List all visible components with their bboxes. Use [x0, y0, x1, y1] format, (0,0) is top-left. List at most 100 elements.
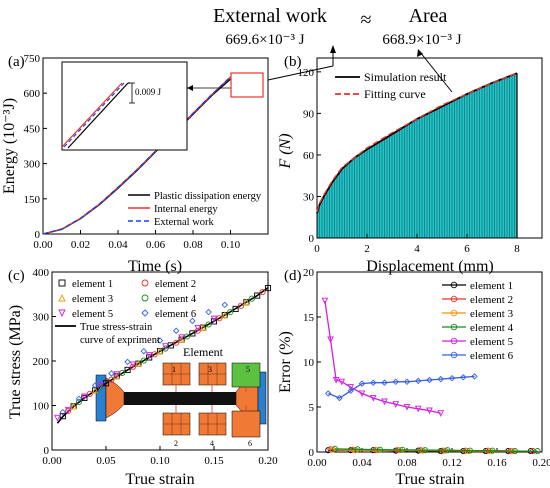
x-tick-label: 0.08 [397, 457, 417, 469]
legend-marker [141, 294, 149, 302]
legend-label: element 5 [470, 336, 514, 348]
data-point [189, 317, 196, 325]
element-grid-lines [163, 363, 226, 435]
legend-label: Plastic dissipation energy [154, 191, 262, 202]
data-point [162, 343, 169, 350]
panel-a-zoom-box [230, 72, 264, 98]
element-inset: Element 1 3 5 2 4 6 [95, 345, 267, 448]
data-point [466, 447, 474, 454]
data-point [146, 354, 153, 361]
data-point [460, 374, 467, 381]
x-tick-label: 6 [464, 243, 470, 255]
data-point [243, 298, 250, 306]
y-tick-label: 750 [24, 53, 41, 65]
header-approx-symbol: ≈ [361, 9, 372, 31]
x-tick-label: 2 [364, 243, 370, 255]
panel-c: (c) [7, 267, 278, 488]
data-point [108, 370, 115, 377]
x-tick-label: 0.05 [96, 455, 116, 467]
data-point [489, 447, 496, 454]
legend-marker [450, 337, 458, 345]
data-point [254, 292, 261, 299]
data-point [471, 373, 478, 380]
series-line-2 [316, 72, 518, 212]
panel-a-ylabel: Energy (10⁻³J) [1, 98, 18, 194]
data-point [210, 315, 218, 323]
data-point [232, 305, 239, 312]
x-tick-label: 0.10 [150, 455, 170, 467]
data-point [403, 378, 411, 386]
y-tick-label: 600 [24, 88, 41, 100]
legend-label: element 2 [155, 279, 196, 290]
x-tick-label: 0.02 [71, 239, 90, 251]
y-tick-label: 0 [309, 233, 315, 245]
legend-marker [58, 309, 66, 318]
panel-b-ylabel: F (N) [277, 133, 294, 169]
data-point [437, 375, 444, 383]
panel-a-inset-frame [61, 61, 188, 151]
y-tick-label: 150 [24, 194, 41, 206]
x-tick-label: 0.12 [442, 457, 461, 469]
data-point [381, 398, 388, 406]
data-point [151, 351, 158, 358]
data-point [338, 378, 346, 386]
data-point [376, 446, 384, 453]
legend-label: element 1 [470, 280, 513, 292]
data-point [70, 402, 77, 410]
y-tick-label: 60 [303, 150, 315, 162]
data-point [178, 334, 185, 342]
panel-b-label: (b) [284, 54, 302, 70]
y-tick-label: 30 [303, 191, 315, 203]
legend-marker [58, 293, 66, 302]
header-area-value: 668.9×10⁻³ J [382, 32, 461, 48]
element-inset-number-4: 4 [210, 439, 214, 448]
legend-label: element 2 [470, 294, 513, 306]
panel-a-legend: Plastic dissipation energy Internal energ… [128, 191, 262, 228]
y-tick-label: 5 [309, 402, 315, 414]
y-tick-label: 100 [33, 401, 50, 413]
data-point [194, 325, 202, 332]
element-inset-number-1: 1 [172, 365, 176, 374]
x-tick-label: 0.00 [307, 457, 327, 469]
legend-label-experiment-line2: curve of expriment [80, 335, 160, 346]
data-point [437, 410, 445, 417]
legend-label: Fitting curve [364, 87, 426, 101]
legend-label: Simulation result [364, 70, 447, 84]
data-point [392, 401, 400, 408]
data-point [415, 377, 422, 385]
data-point [534, 448, 541, 455]
data-point [347, 387, 354, 395]
data-point [140, 357, 147, 364]
data-point [358, 380, 366, 387]
specimen-gauge [124, 392, 236, 405]
legend-label: element 6 [155, 309, 196, 320]
legend-label: External work [154, 217, 215, 228]
data-point [321, 297, 329, 305]
data-point [426, 376, 433, 384]
legend-label: element 1 [72, 279, 113, 290]
header-external-work-title: External work [213, 5, 327, 27]
panel-d: (d) 0.00 0.04 0.08 0.12 0.16 0.20 0 5 10 15 20 Tru… [277, 267, 550, 488]
element-inset-title: Element [183, 345, 224, 359]
data-point [59, 413, 66, 420]
series-line-5 [324, 300, 441, 414]
header-arrows [267, 45, 453, 93]
legend-label: Internal energy [154, 204, 218, 215]
data-point [347, 384, 355, 391]
panel-c-ylabel: True stress (MPa) [7, 305, 24, 419]
element-inset-number-2: 2 [174, 439, 178, 448]
series-line-4 [334, 448, 538, 452]
data-point [145, 352, 153, 359]
legend-label: element 3 [72, 294, 113, 305]
legend-label: element 5 [72, 309, 113, 320]
data-point [119, 369, 126, 377]
data-point [369, 394, 377, 402]
data-point [162, 345, 169, 352]
data-point [448, 374, 456, 382]
data-point [167, 342, 174, 349]
x-tick-label: 0.00 [42, 455, 62, 467]
panel-c-xlabel: True strain [125, 471, 194, 488]
y-tick-label: 0 [44, 445, 50, 457]
header-external-work-value: 669.6×10⁻³ J [225, 32, 304, 48]
legend-marker [450, 323, 458, 331]
